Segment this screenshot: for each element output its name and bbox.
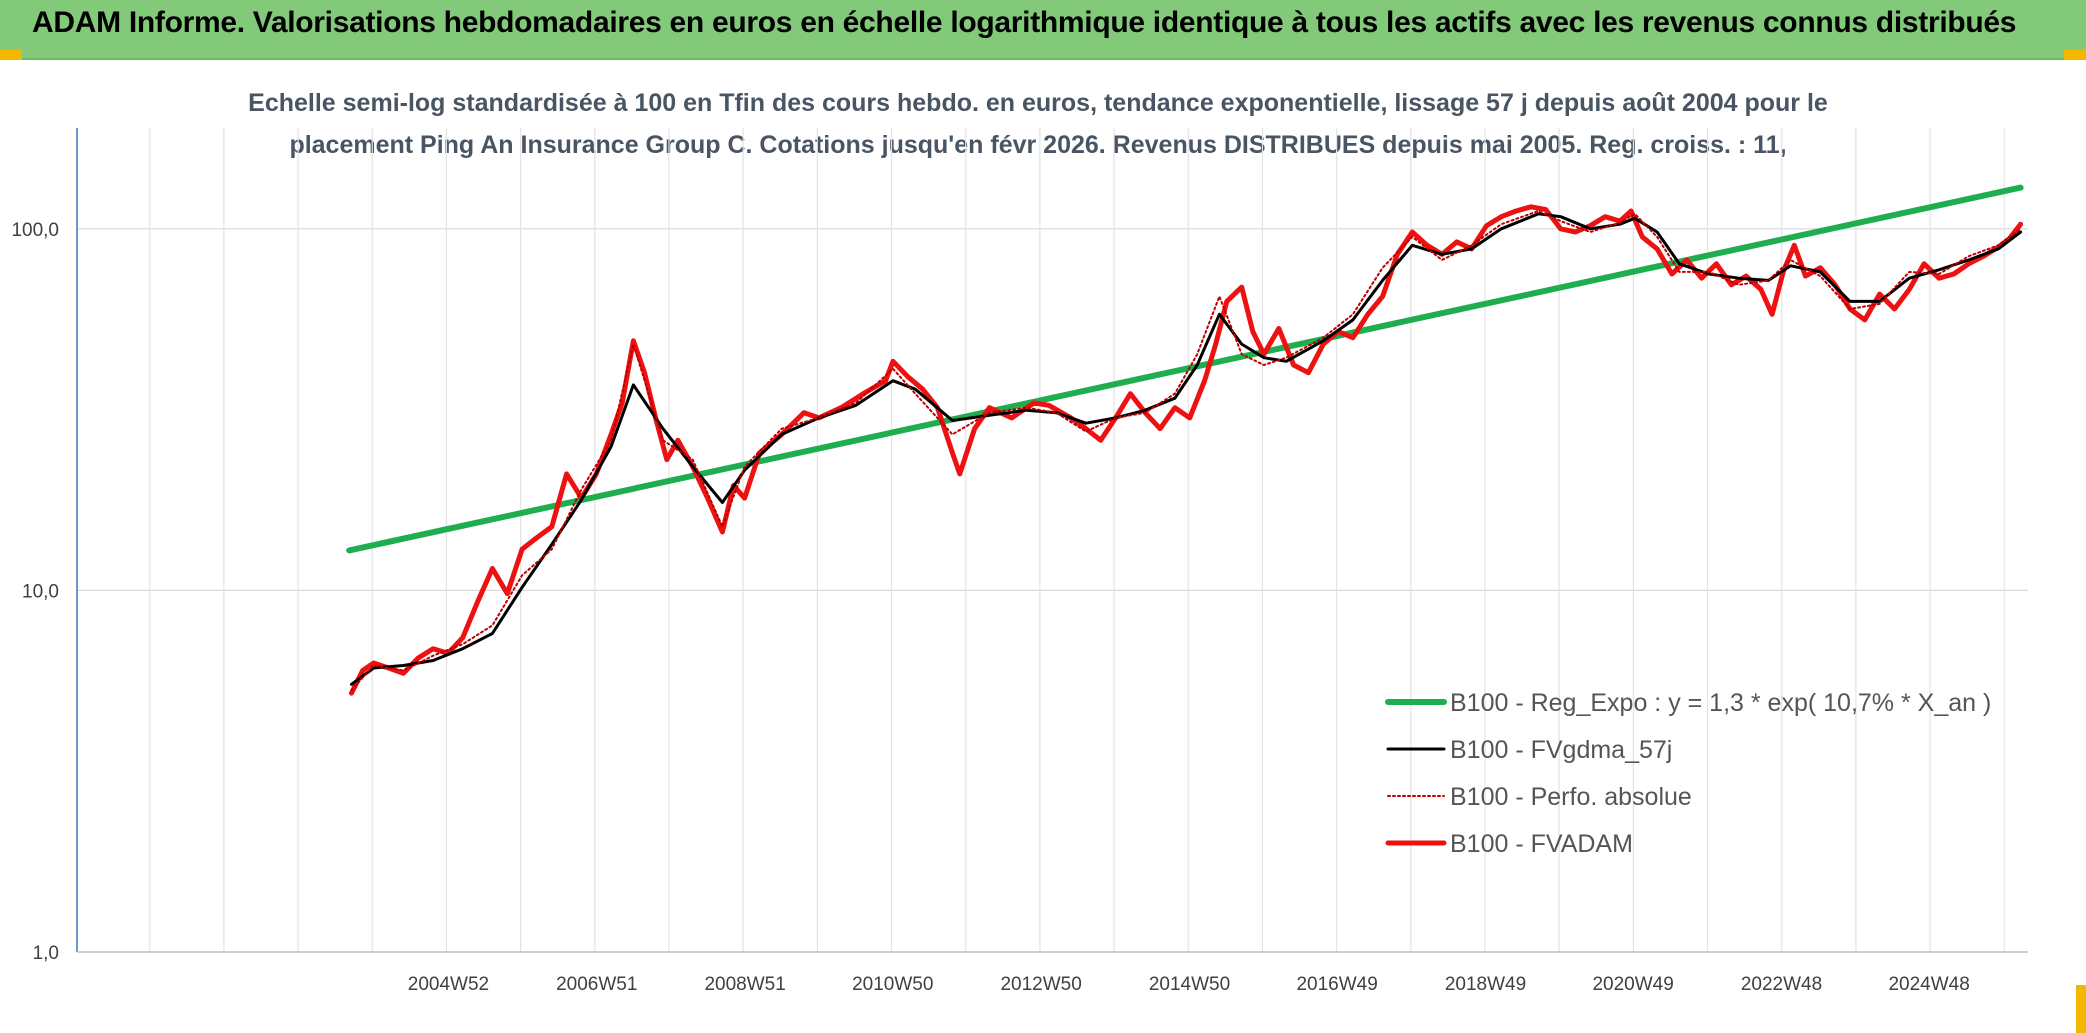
chart-subtitle-line-1: Echelle semi-log standardisée à 100 en T… bbox=[248, 89, 1828, 117]
x-tick-label: 2012W50 bbox=[1000, 974, 1081, 995]
x-tick-label: 2010W50 bbox=[852, 974, 933, 995]
x-tick-label: 2018W49 bbox=[1445, 974, 1526, 995]
y-tick-labels: 1,0 10,0 100,0 bbox=[11, 220, 59, 964]
legend-entry: B100 - FVADAM bbox=[1450, 830, 1633, 858]
series-line-black-thin bbox=[350, 212, 2023, 686]
legend: B100 - Reg_Expo : y = 1,3 * exp( 10,7% *… bbox=[1385, 689, 1991, 858]
corner-marker-top-left bbox=[0, 50, 22, 60]
legend-entry: B100 - Perfo. absolue bbox=[1450, 783, 1692, 811]
x-tick-label: 2022W48 bbox=[1741, 974, 1822, 995]
legend-entry: B100 - Reg_Expo : y = 1,3 * exp( 10,7% *… bbox=[1450, 689, 1991, 717]
y-gridlines bbox=[77, 228, 2028, 591]
x-tick-label: 2016W49 bbox=[1296, 974, 1377, 995]
series-line-red-dotted bbox=[350, 210, 2022, 692]
y-tick-label: 1,0 bbox=[33, 943, 59, 964]
chart-subtitle-line-2: placement Ping An Insurance Group C. Cot… bbox=[289, 131, 1786, 159]
y-tick-label: 100,0 bbox=[11, 220, 59, 241]
corner-marker-top-right bbox=[2064, 50, 2086, 60]
x-tick-label: 2020W49 bbox=[1592, 974, 1673, 995]
legend-entry: B100 - FVgdma_57j bbox=[1450, 736, 1672, 764]
y-tick-label: 10,0 bbox=[22, 581, 59, 602]
x-tick-label: 2004W52 bbox=[408, 974, 489, 995]
corner-marker-bottom-right bbox=[2076, 985, 2086, 1033]
x-tick-label: 2014W50 bbox=[1149, 974, 1230, 995]
x-tick-labels: 2004W52 2006W51 2008W51 2010W50 2012W50 2014W… bbox=[408, 974, 1970, 995]
x-tick-label: 2008W51 bbox=[704, 974, 785, 995]
x-tick-label: 2024W48 bbox=[1888, 974, 1969, 995]
x-tick-label: 2006W51 bbox=[556, 974, 637, 995]
series-line-red-thick bbox=[349, 204, 2024, 696]
report-title: ADAM Informe. Valorisations hebdomadaire… bbox=[32, 6, 2017, 39]
series-line-green-thick bbox=[346, 184, 2024, 554]
chart-subtitle: Echelle semi-log standardisée à 100 en T… bbox=[248, 89, 1828, 159]
report-banner: ADAM Informe. Valorisations hebdomadaire… bbox=[0, 0, 2086, 60]
x-gridlines bbox=[149, 128, 2005, 952]
series-lines bbox=[346, 184, 2024, 696]
